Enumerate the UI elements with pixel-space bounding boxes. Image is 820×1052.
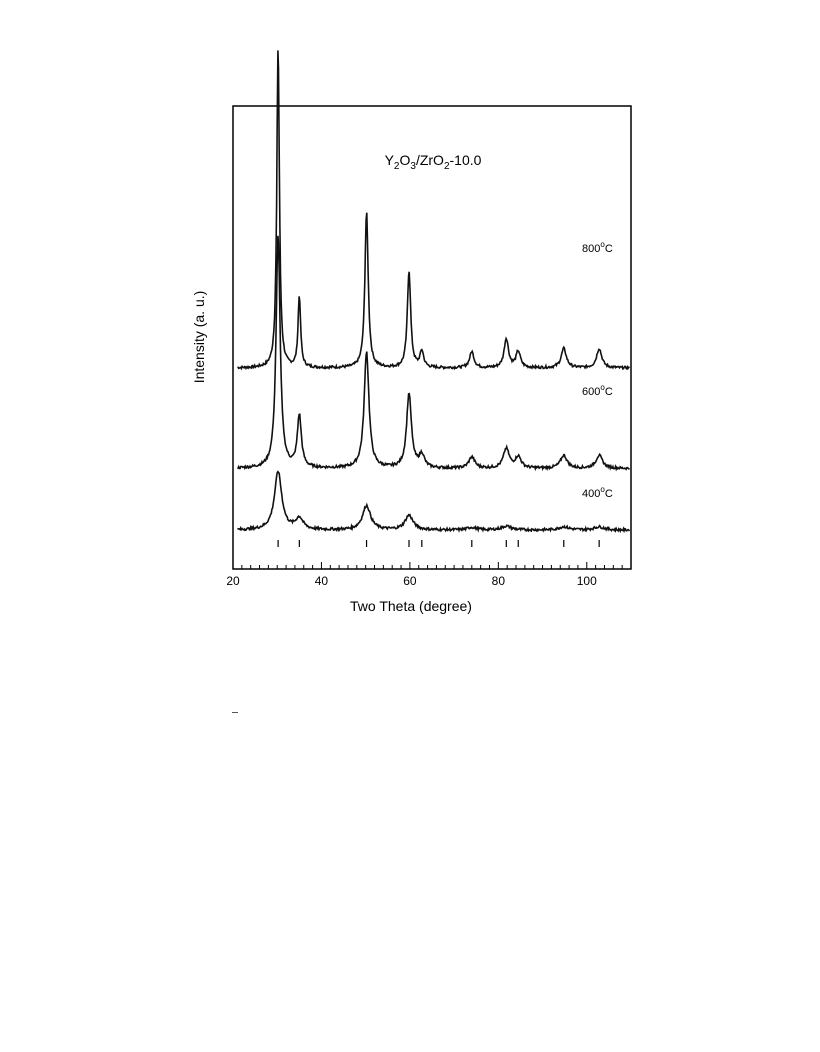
x-axis-tick-labels: 20 40 60 80 100 [226,574,597,588]
title-part: -10.0 [450,152,482,168]
series-labels: 800oC 600oC 400oC [582,240,613,500]
series-line-800 [237,50,631,371]
title-part: 3 [410,161,416,172]
series-line-400 [237,470,631,534]
title-part: 2 [394,161,400,172]
series-label-400: 400oC [582,485,613,500]
title-part: 2 [444,161,450,172]
chart-title: Y2O3/ZrO2-10.0 [385,152,482,172]
x-tick-label: 40 [315,574,329,588]
x-tick-label: 100 [577,574,597,588]
series-line-600 [237,235,631,472]
x-tick-label: 20 [226,574,240,588]
series-label-600: 600oC [582,383,613,398]
x-tick-label: 80 [492,574,506,588]
y-axis-label: Intensity (a. u.) [191,291,207,384]
reference-marks [277,540,600,547]
title-part: O [399,152,410,168]
title-part: /ZrO [416,152,444,168]
stray-mark [232,712,238,713]
x-axis-label: Two Theta (degree) [350,598,472,614]
x-tick-label: 60 [403,574,417,588]
plot-frame [232,105,632,570]
series-layer [237,50,631,534]
x-axis-ticks [232,562,632,569]
series-label-800: 800oC [582,240,613,255]
title-part: Y [385,152,395,168]
